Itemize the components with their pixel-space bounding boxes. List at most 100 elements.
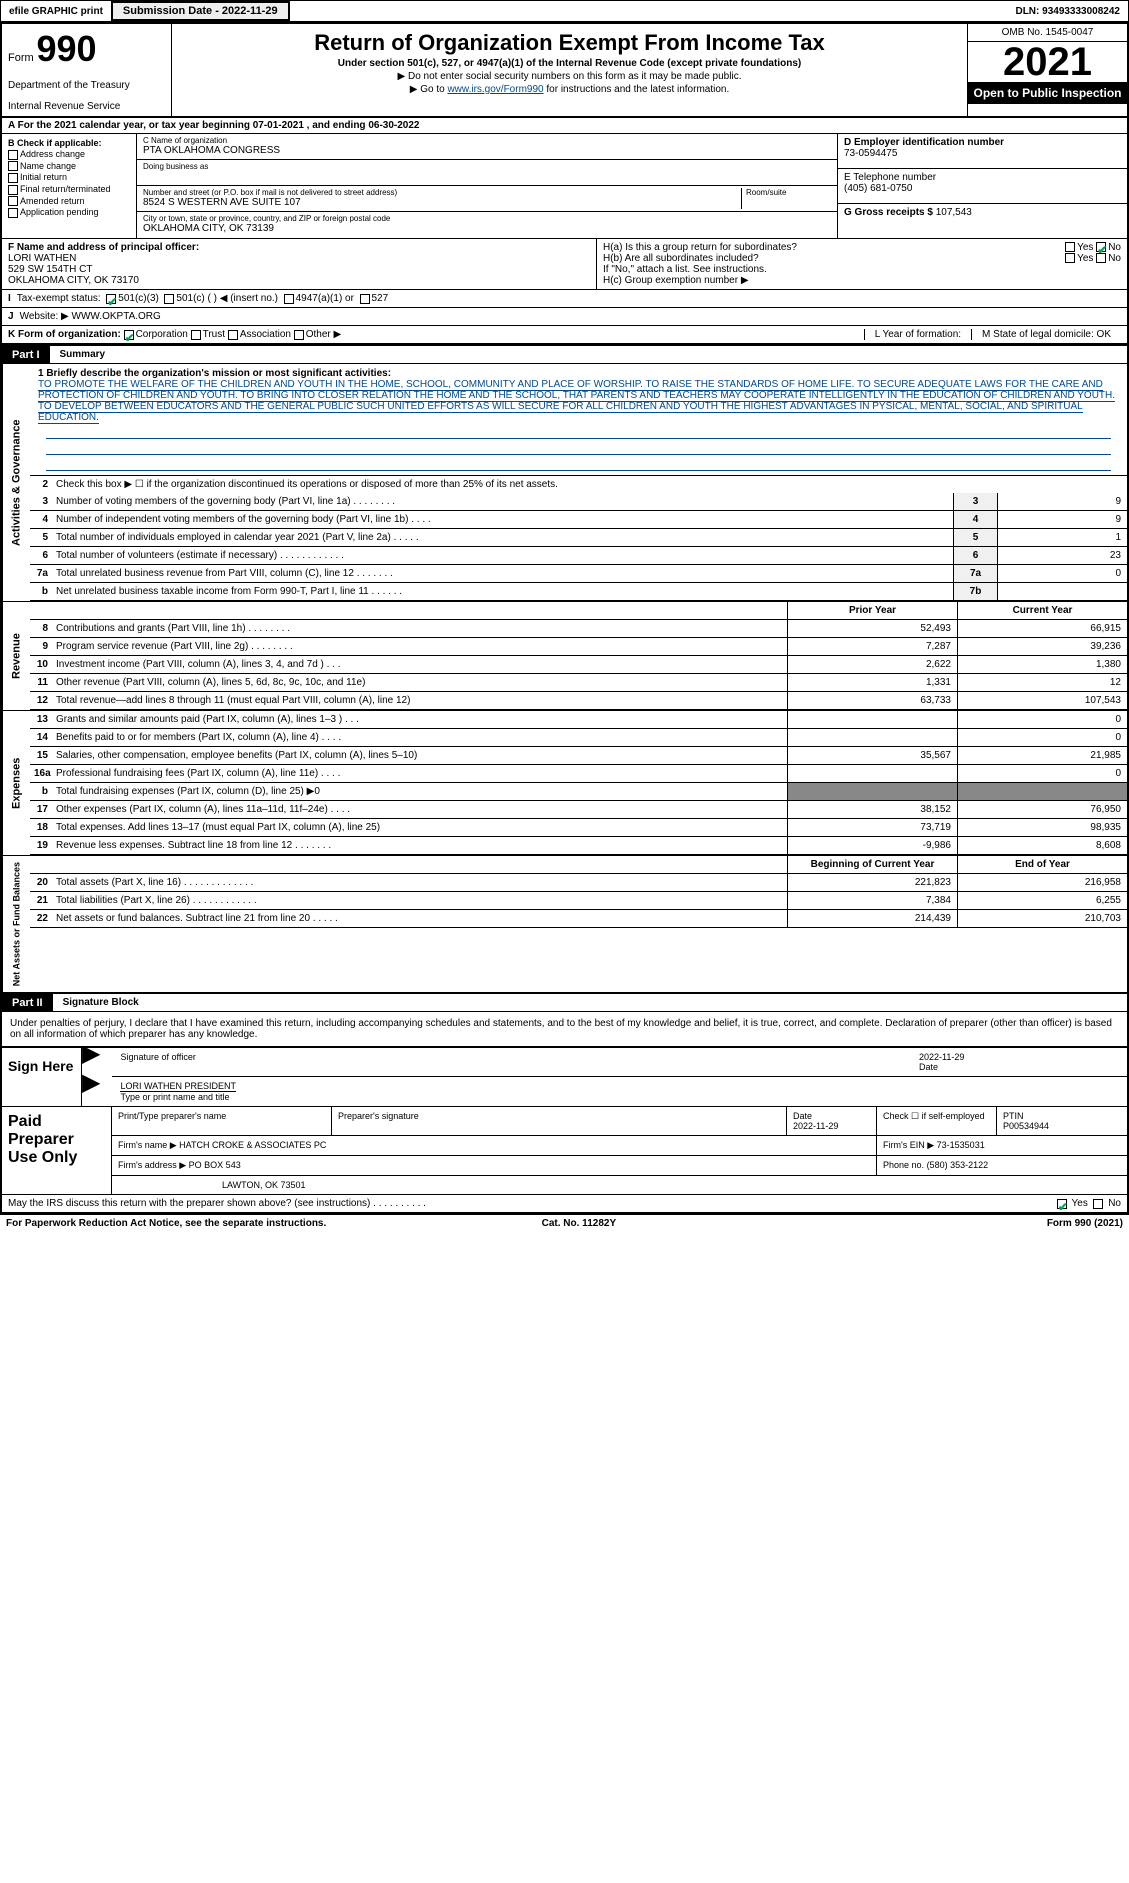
tel-value: (405) 681-0750 (844, 183, 1121, 194)
gross-value: 107,543 (936, 207, 972, 218)
form-ref: Form 990 (2021) (1047, 1218, 1123, 1229)
line-6: 6Total number of volunteers (estimate if… (30, 547, 1127, 565)
4947[interactable]: 4947(a)(1) or (296, 293, 354, 304)
line-11: 11Other revenue (Part VIII, column (A), … (30, 674, 1127, 692)
officer-sig-line[interactable]: Signature of officer 2022-11-29 Date (112, 1048, 1127, 1077)
k-other[interactable]: Other ▶ (306, 329, 341, 340)
form-number: 990 (36, 28, 96, 69)
col-b-checkboxes: B Check if applicable: Address change Na… (2, 134, 137, 238)
irs-link[interactable]: www.irs.gov/Form990 (447, 84, 543, 95)
discuss-yes[interactable]: Yes (1072, 1198, 1088, 1209)
efile-label[interactable]: efile GRAPHIC print (1, 3, 111, 20)
website-label: Website: ▶ (20, 311, 69, 322)
tel-cell: E Telephone number (405) 681-0750 (838, 169, 1127, 204)
revenue-section: Revenue Prior Year Current Year 8Contrib… (2, 602, 1127, 711)
net-side-tab: Net Assets or Fund Balances (2, 856, 30, 992)
blue-line (46, 455, 1111, 471)
org-name-value: PTA OKLAHOMA CONGRESS (143, 145, 831, 156)
mission-block: 1 Briefly describe the organization's mi… (30, 364, 1127, 476)
mission-text: TO PROMOTE THE WELFARE OF THE CHILDREN A… (38, 379, 1115, 424)
principal-officer: F Name and address of principal officer:… (2, 239, 597, 289)
line-7a: 7aTotal unrelated business revenue from … (30, 565, 1127, 583)
firm-addr-label: Firm's address ▶ (118, 1160, 186, 1170)
discuss-row: May the IRS discuss this return with the… (2, 1195, 1127, 1212)
line-4: 4Number of independent voting members of… (30, 511, 1127, 529)
line-9: 9Program service revenue (Part VIII, lin… (30, 638, 1127, 656)
cb-address-change[interactable]: Address change (8, 149, 130, 160)
expenses-section: Expenses 13Grants and similar amounts pa… (2, 711, 1127, 856)
line-13: 13Grants and similar amounts paid (Part … (30, 711, 1127, 729)
527[interactable]: 527 (372, 293, 389, 304)
org-name-cell: C Name of organization PTA OKLAHOMA CONG… (137, 134, 837, 160)
ssn-note: ▶ Do not enter social security numbers o… (178, 71, 961, 82)
line2-row: 2 Check this box ▶ ☐ if the organization… (30, 476, 1127, 493)
exp-side-tab: Expenses (2, 711, 30, 855)
gov-section: Activities & Governance 1 Briefly descri… (2, 364, 1127, 602)
line-3: 3Number of voting members of the governi… (30, 493, 1127, 511)
irs-label: Internal Revenue Service (8, 101, 165, 112)
discuss-no[interactable]: No (1108, 1198, 1121, 1209)
cb-application-pending[interactable]: Application pending (8, 207, 130, 218)
k-assoc[interactable]: Association (240, 329, 291, 340)
tax-year: 2021 (968, 42, 1127, 82)
k-corp[interactable]: Corporation (136, 329, 188, 340)
pra-notice: For Paperwork Reduction Act Notice, see … (6, 1218, 326, 1229)
ha-yes[interactable]: Yes (1077, 242, 1093, 253)
identity-section: B Check if applicable: Address change Na… (2, 134, 1127, 239)
group-return-section: H(a) Is this a group return for subordin… (597, 239, 1127, 289)
tax-period-row: A For the 2021 calendar year, or tax yea… (2, 118, 1127, 134)
sig-date-label: Date (919, 1062, 938, 1072)
tel-label: E Telephone number (844, 172, 1121, 183)
501c3[interactable]: 501(c)(3) (118, 293, 159, 304)
cb-initial-return[interactable]: Initial return (8, 172, 130, 183)
city-cell: City or town, state or province, country… (137, 212, 837, 238)
footer: For Paperwork Reduction Act Notice, see … (0, 1214, 1129, 1232)
line-18: 18Total expenses. Add lines 13–17 (must … (30, 819, 1127, 837)
cat-no: Cat. No. 11282Y (542, 1218, 616, 1229)
dept-label: Department of the Treasury (8, 80, 165, 91)
cb-amended[interactable]: Amended return (8, 196, 130, 207)
part1-header: Part I Summary (2, 345, 1127, 364)
line-12: 12Total revenue—add lines 8 through 11 (… (30, 692, 1127, 710)
prep-date-val: 2022-11-29 (793, 1121, 838, 1131)
website-value[interactable]: WWW.OKPTA.ORG (72, 311, 161, 322)
submission-date-button[interactable]: Submission Date - 2022-11-29 (111, 1, 290, 21)
cb-final-return[interactable]: Final return/terminated (8, 184, 130, 195)
hb-no[interactable]: No (1108, 253, 1121, 264)
part1-title: Summary (50, 345, 1127, 364)
efile-topbar: efile GRAPHIC print Submission Date - 20… (0, 0, 1129, 22)
k-trust[interactable]: Trust (203, 329, 225, 340)
arrow-icon: ▶ (82, 1077, 100, 1106)
line-16a: 16aProfessional fundraising fees (Part I… (30, 765, 1127, 783)
tax-exempt-row: I Tax-exempt status: ✔ 501(c)(3) 501(c) … (2, 290, 1127, 308)
paid-preparer-block: Paid Preparer Use Only Print/Type prepar… (2, 1106, 1127, 1195)
501c-other[interactable]: 501(c) ( ) ◀ (insert no.) (176, 293, 278, 304)
city-label: City or town, state or province, country… (143, 214, 831, 223)
prep-self-emp[interactable]: Check ☐ if self-employed (877, 1107, 997, 1135)
year-headers: Prior Year Current Year (30, 602, 1127, 620)
website-row: J Website: ▶ WWW.OKPTA.ORG (2, 308, 1127, 326)
prep-sig-label: Preparer's signature (332, 1107, 787, 1135)
header-left: Form 990 Department of the Treasury Inte… (2, 24, 172, 116)
officer-label: F Name and address of principal officer: (8, 242, 590, 253)
net-section: Net Assets or Fund Balances Beginning of… (2, 856, 1127, 993)
officer-addr2: OKLAHOMA CITY, OK 73170 (8, 275, 590, 286)
dba-cell: Doing business as (137, 160, 837, 186)
k-label: K Form of organization: (8, 329, 121, 340)
cb-name-change[interactable]: Name change (8, 161, 130, 172)
m-value: OK (1097, 329, 1111, 340)
line-20: 20Total assets (Part X, line 16) . . . .… (30, 874, 1127, 892)
hb-yes[interactable]: Yes (1077, 253, 1093, 264)
gov-side-tab: Activities & Governance (2, 364, 30, 601)
current-year-header: Current Year (957, 602, 1127, 619)
city-value: OKLAHOMA CITY, OK 73139 (143, 223, 831, 234)
gross-label: G Gross receipts $ (844, 207, 933, 218)
part2-tag: Part II (2, 994, 53, 1012)
firm-ein-label: Firm's EIN ▶ (883, 1140, 934, 1150)
part1-tag: Part I (2, 346, 50, 364)
ha-no[interactable]: No (1108, 242, 1121, 253)
prep-date-label: Date (793, 1111, 812, 1121)
ein-label: D Employer identification number (844, 137, 1121, 148)
note2-post: for instructions and the latest informat… (546, 84, 729, 95)
dln-label: DLN: 93493333008242 (1007, 3, 1128, 20)
